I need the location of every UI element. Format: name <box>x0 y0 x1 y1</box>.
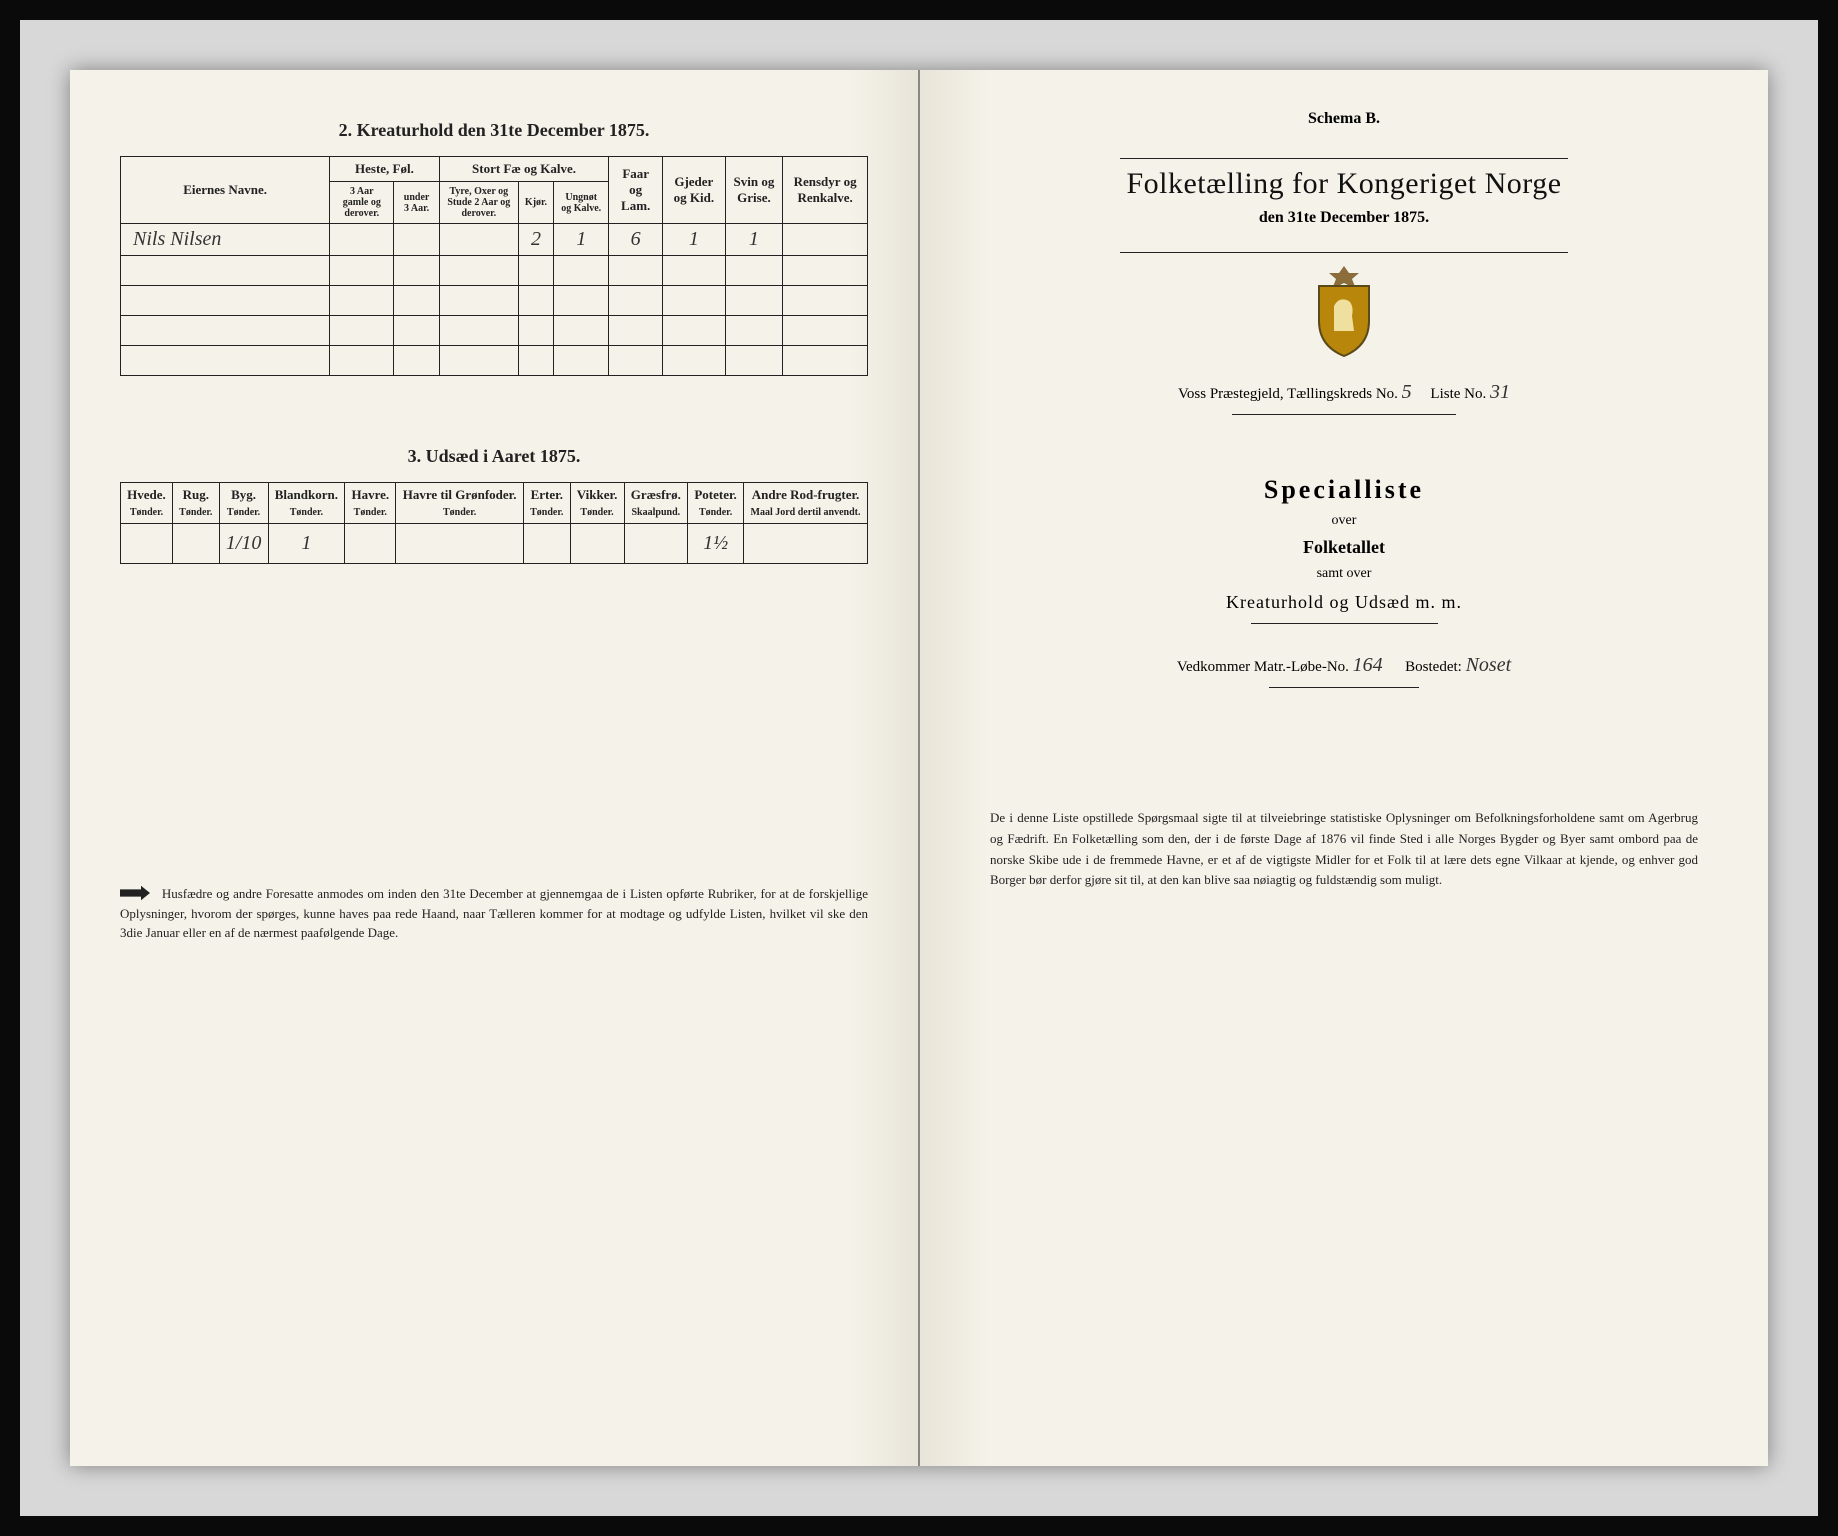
divider <box>1251 623 1438 624</box>
cell-v7: 1 <box>663 224 726 256</box>
footnote-text: Husfædre og andre Foresatte anmodes om i… <box>120 886 868 940</box>
bottom-paragraph: De i denne Liste opstillede Spørgsmaal s… <box>970 808 1718 891</box>
right-page: Schema B. Folketælling for Kongeriget No… <box>920 70 1768 1466</box>
th-cattle-sub3: Ungnøt og Kalve. <box>554 182 609 224</box>
folketallet-label: Folketallet <box>970 537 1718 558</box>
s3-v3: 1/10 <box>219 524 268 564</box>
cell-v2 <box>394 224 439 256</box>
subtitle: den 31te December 1875. <box>970 209 1718 227</box>
th-cattle-sub1: Tyre, Oxer og Stude 2 Aar og derover. <box>439 182 518 224</box>
scan-frame: 2. Kreaturhold den 31te December 1875. E… <box>20 20 1818 1516</box>
vedkommer-no: 164 <box>1353 654 1383 676</box>
vedkommer-line: Vedkommer Matr.-Løbe-No. 164 Bostedet: N… <box>970 654 1718 677</box>
s3-v4: 1 <box>268 524 345 564</box>
s3-v6 <box>396 524 524 564</box>
kreaturhold-table: Eiernes Navne. Heste, Føl. Stort Fæ og K… <box>120 156 868 376</box>
th-c7: Erter.Tønder. <box>523 483 570 524</box>
th-c5: Havre.Tønder. <box>345 483 396 524</box>
list-no: 31 <box>1490 381 1510 403</box>
s3-v2 <box>173 524 220 564</box>
book-spread: 2. Kreaturhold den 31te December 1875. E… <box>70 70 1768 1466</box>
divider <box>1269 687 1419 688</box>
th-c6: Havre til Grønfoder.Tønder. <box>396 483 524 524</box>
list-label: Liste No. <box>1430 386 1486 402</box>
samtover-label: samt over <box>970 566 1718 582</box>
th-c11: Andre Rod-frugter.Maal Jord dertil anven… <box>744 483 868 524</box>
s3-v11 <box>744 524 868 564</box>
s3-v5 <box>345 524 396 564</box>
cell-v6: 6 <box>609 224 663 256</box>
th-horses-sub2: under 3 Aar. <box>394 182 439 224</box>
section3-title: 3. Udsæd i Aaret 1875. <box>120 446 868 467</box>
schema-label: Schema B. <box>970 110 1718 128</box>
empty-row <box>121 316 868 346</box>
s3-v10: 1½ <box>688 524 744 564</box>
th-c10: Poteter.Tønder. <box>688 483 744 524</box>
bostedet-val: Noset <box>1466 654 1512 676</box>
th-c8: Vikker.Tønder. <box>570 483 624 524</box>
th-goats: Gjeder og Kid. <box>663 157 726 224</box>
udsaed-table: Hvede.Tønder. Rug.Tønder. Byg.Tønder. Bl… <box>120 482 868 564</box>
cell-v3 <box>439 224 518 256</box>
divider <box>1120 158 1569 159</box>
divider <box>1120 252 1569 253</box>
over-label: over <box>970 513 1718 529</box>
parish-line: Voss Præstegjeld, Tællingskreds No. 5 Li… <box>970 381 1718 404</box>
th-cattle-sub2: Kjør. <box>518 182 553 224</box>
cell-v8: 1 <box>725 224 783 256</box>
section2-title: 2. Kreaturhold den 31te December 1875. <box>120 120 868 141</box>
th-c2: Rug.Tønder. <box>173 483 220 524</box>
parish-no: 5 <box>1402 381 1412 403</box>
empty-row <box>121 256 868 286</box>
th-horses: Heste, Føl. <box>330 157 440 182</box>
s3-v9 <box>624 524 688 564</box>
th-sheep: Faar og Lam. <box>609 157 663 224</box>
th-reindeer: Rensdyr og Renkalve. <box>783 157 868 224</box>
left-page: 2. Kreaturhold den 31te December 1875. E… <box>70 70 920 1466</box>
bostedet-label: Bostedet: <box>1405 659 1462 675</box>
divider <box>1232 414 1456 415</box>
s3-v1 <box>121 524 173 564</box>
s3-v7 <box>523 524 570 564</box>
th-cattle: Stort Fæ og Kalve. <box>439 157 609 182</box>
th-owner: Eiernes Navne. <box>121 157 330 224</box>
coat-of-arms-icon <box>1304 261 1384 361</box>
s3-v8 <box>570 524 624 564</box>
vedkommer-label: Vedkommer Matr.-Løbe-No. <box>1177 659 1349 675</box>
parish-label: Voss Præstegjeld, Tællingskreds No. <box>1178 386 1398 402</box>
th-pigs: Svin og Grise. <box>725 157 783 224</box>
specialliste-title: Specialliste <box>970 475 1718 505</box>
th-c3: Byg.Tønder. <box>219 483 268 524</box>
pointing-hand-icon <box>120 884 150 902</box>
cell-v5: 1 <box>554 224 609 256</box>
th-c4: Blandkorn.Tønder. <box>268 483 345 524</box>
cell-v1 <box>330 224 394 256</box>
empty-row <box>121 286 868 316</box>
empty-row <box>121 346 868 376</box>
cell-v9 <box>783 224 868 256</box>
cell-owner: Nils Nilsen <box>121 224 330 256</box>
main-title: Folketælling for Kongeriget Norge <box>970 167 1718 201</box>
left-footnote: Husfædre og andre Foresatte anmodes om i… <box>120 884 868 943</box>
kreatur-label: Kreaturhold og Udsæd m. m. <box>970 592 1718 613</box>
cell-v4: 2 <box>518 224 553 256</box>
th-c9: Græsfrø.Skaalpund. <box>624 483 688 524</box>
th-horses-sub1: 3 Aar gamle og derover. <box>330 182 394 224</box>
th-c1: Hvede.Tønder. <box>121 483 173 524</box>
